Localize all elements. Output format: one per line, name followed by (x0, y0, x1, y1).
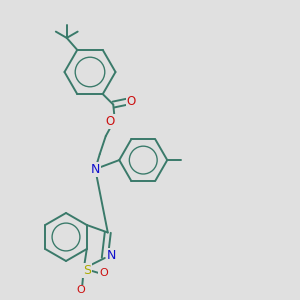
Text: O: O (127, 95, 136, 108)
Text: O: O (99, 268, 108, 278)
Text: O: O (76, 285, 85, 296)
Text: O: O (106, 115, 115, 128)
Text: N: N (107, 249, 116, 262)
Text: N: N (91, 163, 100, 176)
Text: S: S (83, 263, 91, 277)
